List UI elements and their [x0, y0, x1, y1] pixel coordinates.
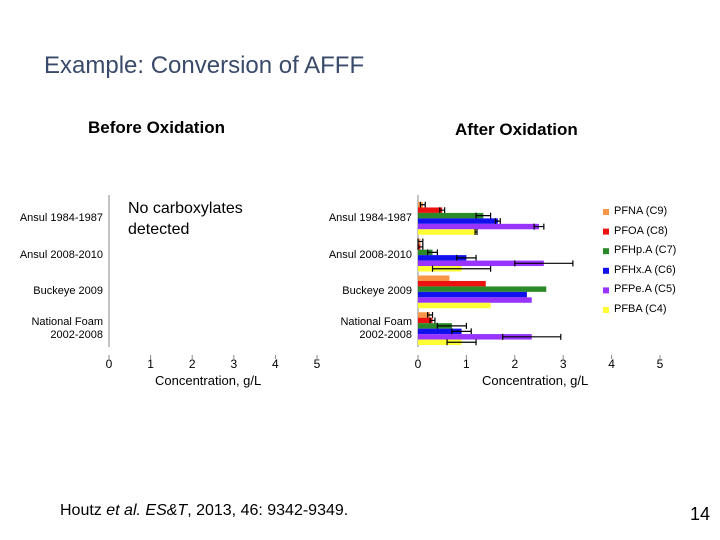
legend-label: PFPe.A (C5): [614, 283, 676, 296]
x-axis-label: Concentration, g/L: [155, 373, 262, 388]
y-tick-label: Ansul 2008-2010: [19, 248, 103, 261]
bar: [418, 339, 462, 345]
x-tick-label: 2: [511, 357, 519, 371]
chart-title: After Oxidation: [455, 120, 578, 139]
y-tick-label: National Foam 2002-2008: [31, 315, 103, 341]
slide-title: Example: Conversion of AFFF: [44, 52, 365, 79]
error-bar: [427, 249, 438, 256]
x-axis-label: Concentration, g/L: [482, 373, 589, 388]
bar: [418, 249, 433, 256]
legend-swatch: [603, 287, 609, 294]
error-bar: [419, 201, 426, 208]
x-tick-label: 1: [147, 357, 154, 371]
x-tick-label: 1: [463, 357, 470, 371]
error-bar: [427, 311, 434, 318]
y-tick-label: National Foam 2002-2008: [340, 315, 412, 341]
bar: [418, 323, 452, 329]
y-tick-label: Ansul 1984-1987: [328, 211, 412, 224]
legend-label: PFHx.A (C6): [614, 263, 676, 276]
bar: [418, 317, 433, 324]
bar: [418, 280, 486, 287]
y-tick-label: Buckeye 2009: [342, 285, 412, 298]
y-tick-label: Buckeye 2009: [33, 285, 103, 298]
x-tick-label: 2: [188, 357, 196, 371]
bar: [418, 229, 477, 235]
legend-swatch: [603, 228, 609, 235]
error-bar: [446, 339, 477, 346]
bar: [418, 328, 462, 335]
error-bar: [417, 238, 424, 245]
legend-label: PFHp.A (C7): [614, 244, 677, 257]
x-tick-label: 0: [414, 357, 422, 371]
x-tick-label: 4: [608, 357, 615, 371]
page-number: 14: [690, 504, 711, 524]
bar: [418, 218, 498, 224]
legend-swatch: [603, 209, 609, 215]
x-tick-label: 4: [272, 357, 279, 371]
bar: [418, 223, 539, 230]
error-bar: [439, 207, 446, 214]
x-tick-label: 0: [105, 357, 113, 371]
legend-label: PFNA (C9): [614, 205, 668, 217]
citation: Houtz et al. ES&T, 2013, 46: 9342-9349.: [60, 502, 348, 520]
error-bar: [456, 254, 477, 261]
bar: [418, 212, 484, 219]
bar: [418, 291, 527, 298]
y-tick-label: Ansul 2008-2010: [328, 248, 412, 261]
x-tick-label: 5: [656, 357, 664, 371]
x-tick-label: 5: [313, 357, 321, 371]
error-bar: [431, 265, 492, 272]
annotation: No carboxylates detected: [128, 200, 243, 238]
bar: [418, 255, 467, 261]
legend-label: PFBA (C4): [614, 303, 667, 315]
x-tick-label: 3: [559, 357, 567, 371]
citation-etal: et al.: [106, 502, 141, 519]
bar: [418, 297, 532, 303]
legend-swatch: [603, 267, 609, 274]
error-bar: [533, 223, 545, 230]
bar: [418, 312, 431, 318]
x-tick-label: 3: [230, 357, 238, 371]
bar: [418, 302, 491, 309]
chart-title: Before Oxidation: [88, 118, 225, 137]
error-bar: [514, 260, 574, 267]
y-tick-label: Ansul 1984-1987: [19, 211, 103, 224]
citation-journal: ES&T: [145, 502, 188, 519]
bar: [418, 207, 443, 213]
citation-author: Houtz: [60, 502, 102, 519]
error-bar: [502, 333, 562, 340]
error-bar: [436, 322, 467, 329]
legend-label: PFOA (C8): [614, 224, 668, 237]
legend-swatch: [603, 307, 609, 313]
error-bar: [494, 218, 501, 225]
citation-rest: , 2013, 46: 9342-9349.: [187, 502, 349, 519]
error-bar: [429, 317, 436, 324]
bar: [418, 286, 547, 292]
error-bar: [475, 212, 492, 219]
bar: [418, 334, 532, 340]
error-bar: [474, 229, 478, 236]
error-bar: [417, 243, 424, 250]
bar: [418, 260, 544, 267]
bar: [418, 275, 450, 281]
legend-swatch: [603, 248, 609, 255]
error-bar: [451, 328, 472, 335]
